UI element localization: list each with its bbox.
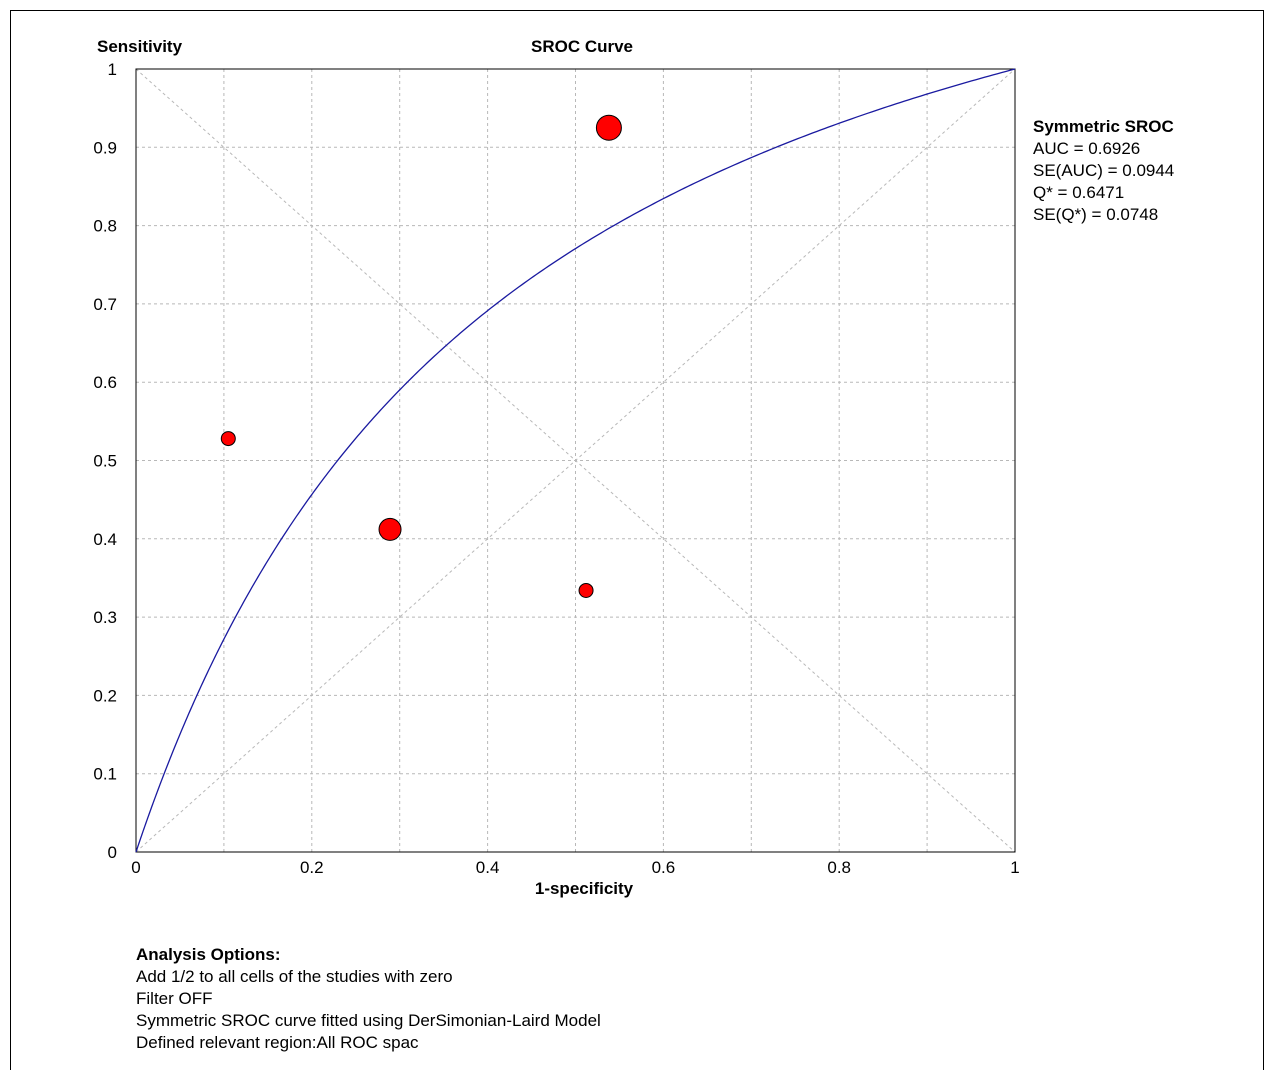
study-point — [378, 517, 402, 541]
option-line: Symmetric SROC curve fitted using DerSim… — [136, 1011, 601, 1030]
x-tick-label: 0.4 — [476, 858, 500, 877]
option-line: Add 1/2 to all cells of the studies with… — [136, 967, 453, 986]
x-tick-label: 1 — [1010, 858, 1019, 877]
figure-frame — [10, 10, 1264, 1070]
y-tick-label: 0.8 — [93, 217, 117, 236]
x-tick-label: 0.6 — [652, 858, 676, 877]
y-tick-label: 0.3 — [93, 608, 117, 627]
analysis-options: Analysis Options: Add 1/2 to all cells o… — [136, 944, 601, 1054]
y-tick-label: 0.9 — [93, 138, 117, 157]
study-point — [595, 114, 622, 141]
y-tick-label: 0.6 — [93, 373, 117, 392]
sroc-curve — [135, 68, 1016, 853]
y-tick-label: 0.7 — [93, 295, 117, 314]
chart-title: SROC Curve — [531, 37, 633, 56]
grid — [136, 69, 1015, 852]
y-tick-label: 0.2 — [93, 686, 117, 705]
stats-se-auc: SE(AUC) = 0.0944 — [1033, 161, 1175, 180]
sroc-stats: Symmetric SROC AUC = 0.6926 SE(AUC) = 0.… — [1033, 116, 1174, 226]
x-tick-labels: 0 0.2 0.4 0.6 0.8 1 — [131, 858, 1019, 877]
study-points — [220, 114, 622, 598]
stats-q-star: Q* = 0.6471 — [1033, 183, 1125, 202]
study-point — [220, 431, 236, 447]
x-tick-label: 0 — [131, 858, 140, 877]
stats-heading: Symmetric SROC — [1033, 117, 1174, 136]
y-tick-label: 0.5 — [93, 452, 117, 471]
stats-se-q-star: SE(Q*) = 0.0748 — [1033, 205, 1159, 224]
y-tick-label: 0.4 — [93, 530, 117, 549]
stats-auc: AUC = 0.6926 — [1033, 139, 1141, 158]
y-tick-label: 0.1 — [93, 765, 117, 784]
y-tick-labels: 0 0.1 0.2 0.3 0.4 0.5 0.6 0.7 0.8 0.9 1 — [93, 60, 117, 862]
y-tick-label: 1 — [108, 60, 117, 79]
option-line: Filter OFF — [136, 989, 213, 1008]
options-heading: Analysis Options: — [136, 945, 281, 964]
study-point — [578, 582, 594, 598]
reference-diagonals — [135, 68, 1016, 853]
option-line: Defined relevant region:All ROC spac — [136, 1033, 419, 1052]
plot-border — [135, 68, 1016, 853]
y-axis-label: Sensitivity — [97, 37, 183, 56]
x-tick-label: 0.2 — [300, 858, 324, 877]
x-tick-label: 0.8 — [827, 858, 851, 877]
q-star-diagonal — [135, 68, 1016, 853]
x-axis-label: 1-specificity — [535, 879, 634, 898]
y-tick-label: 0 — [108, 843, 117, 862]
